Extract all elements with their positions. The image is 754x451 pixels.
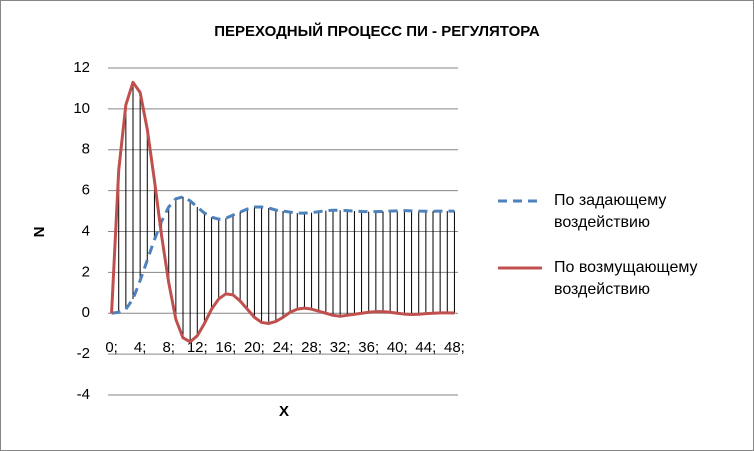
x-tick-label: 40;	[387, 339, 408, 356]
legend-label: По возмущающему воздействию	[554, 259, 698, 298]
legend-label: По задающему воздействию	[554, 192, 667, 231]
x-tick-label: 4;	[134, 339, 147, 356]
x-tick-label: 48;	[444, 339, 465, 356]
x-tick-label: 24;	[273, 339, 294, 356]
y-axis-label: N	[31, 227, 48, 238]
series-line	[110, 80, 455, 344]
y-tick-label: -4	[77, 386, 90, 403]
x-tick-label: 0;	[105, 339, 118, 356]
y-tick-label: 2	[82, 263, 90, 280]
x-tick-label: 32;	[330, 339, 351, 356]
legend-key	[498, 199, 542, 203]
y-tick-label: 10	[73, 100, 90, 117]
series-line	[111, 195, 455, 315]
legend-key	[498, 266, 542, 270]
x-axis-label: X	[279, 403, 289, 420]
x-tick-label: 8;	[162, 339, 175, 356]
legend-item: По задающему воздействию	[498, 190, 714, 234]
x-tick-label: 20;	[244, 339, 265, 356]
y-tick-label: 4	[82, 222, 90, 239]
legend-item: По возмущающему воздействию	[498, 257, 714, 301]
y-tick-label: 8	[82, 141, 90, 158]
x-tick-label: 44;	[415, 339, 436, 356]
chart-title: ПЕРЕХОДНЫЙ ПРОЦЕСС ПИ - РЕГУЛЯТОРА	[214, 22, 540, 40]
y-tick-label: 6	[82, 182, 90, 199]
x-tick-label: 36;	[358, 339, 379, 356]
y-tick-label: 0	[82, 304, 90, 321]
y-tick-label: -2	[77, 345, 90, 362]
x-tick-label: 16;	[215, 339, 236, 356]
x-tick-label: 28;	[301, 339, 322, 356]
y-tick-label: 12	[73, 59, 90, 76]
x-tick-label: 12;	[187, 339, 208, 356]
